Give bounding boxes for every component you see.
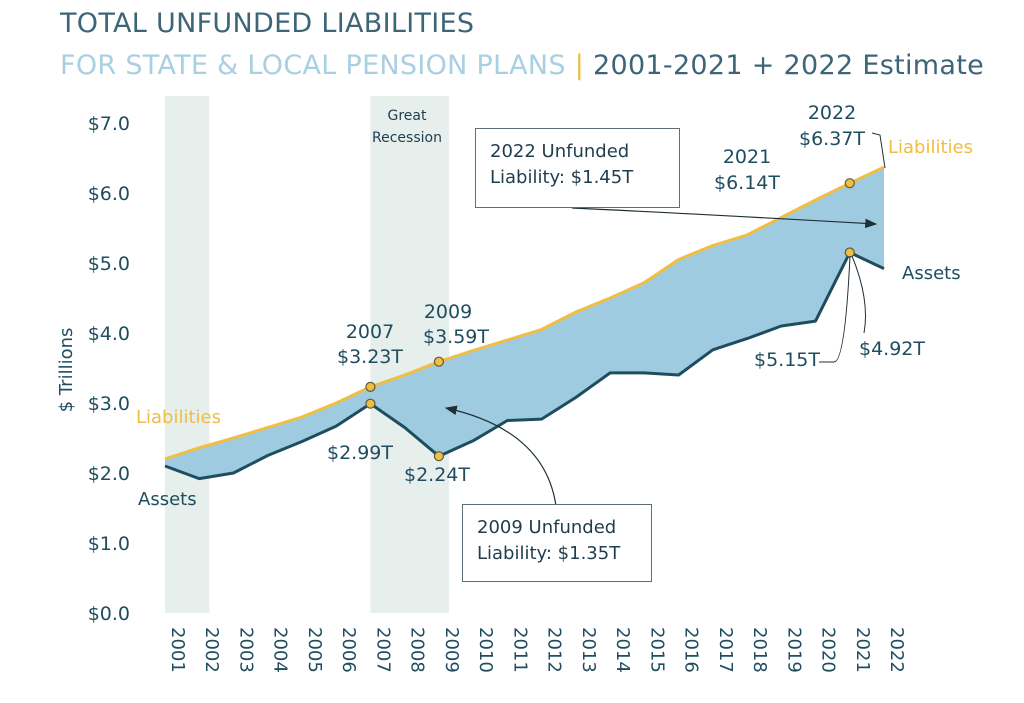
label-2021-liability: $6.14T — [714, 172, 780, 194]
x-tick-label: 2008 — [407, 627, 428, 673]
x-tick-label: 2001 — [167, 627, 188, 673]
label-2009-assets: $2.24T — [404, 464, 470, 486]
x-tick-label: 2015 — [646, 627, 667, 673]
y-tick-label: $6.0 — [88, 183, 130, 205]
x-tick-label: 2016 — [681, 627, 702, 673]
x-axis-ticks: 2001 2002 2003 2004 2005 2006 2007 2008 2009 2010… — [167, 627, 907, 673]
annotation-layer: Great Recession Liabilities Assets Liabi… — [136, 102, 973, 510]
x-tick-label: 2004 — [270, 627, 291, 673]
label-2007-liability: $3.23T — [337, 346, 403, 368]
y-tick-label: $3.0 — [88, 393, 130, 415]
liabilities-line — [164, 165, 885, 461]
box-2022-line1: 2022 Unfunded — [490, 141, 630, 162]
highlight-points — [365, 178, 855, 462]
y-tick-label: $4.0 — [88, 323, 130, 345]
unfunded-liability-area — [165, 167, 884, 479]
subtitle-separator: | — [574, 50, 585, 81]
highlight-point-assets-2021 — [844, 247, 855, 258]
label-2007-year: 2007 — [346, 321, 394, 343]
x-tick-label: 2014 — [612, 627, 633, 673]
subtitle-main: FOR STATE & LOCAL PENSION PLANS — [60, 50, 566, 81]
y-tick-label: $5.0 — [88, 253, 130, 275]
arrow-2022-unfunded — [571, 207, 878, 229]
arrow-2009-unfunded — [444, 405, 557, 507]
label-2022-year: 2022 — [808, 102, 856, 124]
annotation-box-2022: 2022 Unfunded Liability: $1.45T — [475, 128, 680, 208]
y-axis-ticks: $0.0 $1.0 $2.0 $3.0 $4.0 $5.0 $6.0 $7.0 — [88, 113, 130, 625]
x-tick-label: 2006 — [338, 627, 359, 673]
label-2021-assets: $5.15T — [754, 349, 820, 371]
label-2021-year: 2021 — [723, 146, 771, 168]
subtitle-range: 2001-2021 + 2022 Estimate — [593, 50, 985, 81]
recession-band — [165, 96, 210, 613]
box-2009-line2: Liability: $1.35T — [477, 543, 621, 564]
x-tick-label: 2022 — [886, 627, 907, 673]
x-tick-label: 2012 — [544, 627, 565, 673]
x-tick-label: 2005 — [304, 627, 325, 673]
x-tick-label: 2011 — [509, 627, 530, 673]
x-tick-label: 2018 — [749, 627, 770, 673]
recession-label-line1: Great — [388, 108, 427, 124]
leader-2021-assets — [819, 255, 851, 363]
recession-bands — [165, 96, 449, 613]
liabilities-label-right: Liabilities — [888, 137, 973, 158]
assets-line — [164, 251, 885, 481]
chart-subtitle: FOR STATE & LOCAL PENSION PLANS | 2001-2… — [60, 50, 984, 81]
highlight-point-assets-2009 — [433, 451, 445, 462]
label-2022-assets: $4.92T — [859, 338, 925, 360]
y-axis-title: $ Trillions — [56, 328, 77, 413]
assets-label-left: Assets — [138, 489, 197, 510]
highlight-point-assets-2007 — [365, 398, 376, 409]
x-tick-label: 2020 — [818, 627, 839, 673]
x-tick-label: 2021 — [852, 627, 873, 673]
liabilities-label-left: Liabilities — [136, 407, 221, 428]
annotation-box-2009: 2009 Unfunded Liability: $1.35T — [462, 504, 652, 582]
box-2009-line1: 2009 Unfunded — [477, 517, 617, 538]
label-2009-year: 2009 — [424, 301, 472, 323]
y-tick-label: $0.0 — [88, 603, 130, 625]
recession-label-line2: Recession — [372, 130, 442, 146]
x-tick-label: 2003 — [235, 627, 256, 673]
highlight-point-liabilities-2007 — [365, 381, 376, 392]
chart-title: TOTAL UNFUNDED LIABILITIES — [60, 8, 475, 39]
leader-2022-liability — [871, 132, 886, 169]
highlight-point-liabilities-2021 — [844, 178, 855, 189]
y-tick-label: $7.0 — [88, 113, 130, 135]
assets-label-right: Assets — [902, 263, 961, 284]
x-tick-label: 2017 — [715, 627, 736, 673]
box-2022-line2: Liability: $1.45T — [490, 167, 634, 188]
x-tick-label: 2009 — [441, 627, 462, 673]
x-tick-label: 2019 — [783, 627, 804, 673]
label-2022-liability: $6.37T — [799, 128, 865, 150]
x-tick-label: 2007 — [372, 627, 393, 673]
leader-2022-assets — [851, 255, 866, 334]
x-tick-label: 2010 — [475, 627, 496, 673]
recession-band — [370, 96, 449, 613]
label-2009-liability: $3.59T — [423, 326, 489, 348]
label-2007-assets: $2.99T — [327, 442, 393, 464]
x-tick-label: 2013 — [578, 627, 599, 673]
x-tick-label: 2002 — [201, 627, 222, 673]
highlight-point-liabilities-2009 — [433, 356, 445, 367]
y-tick-label: $1.0 — [88, 533, 130, 555]
y-tick-label: $2.0 — [88, 463, 130, 485]
